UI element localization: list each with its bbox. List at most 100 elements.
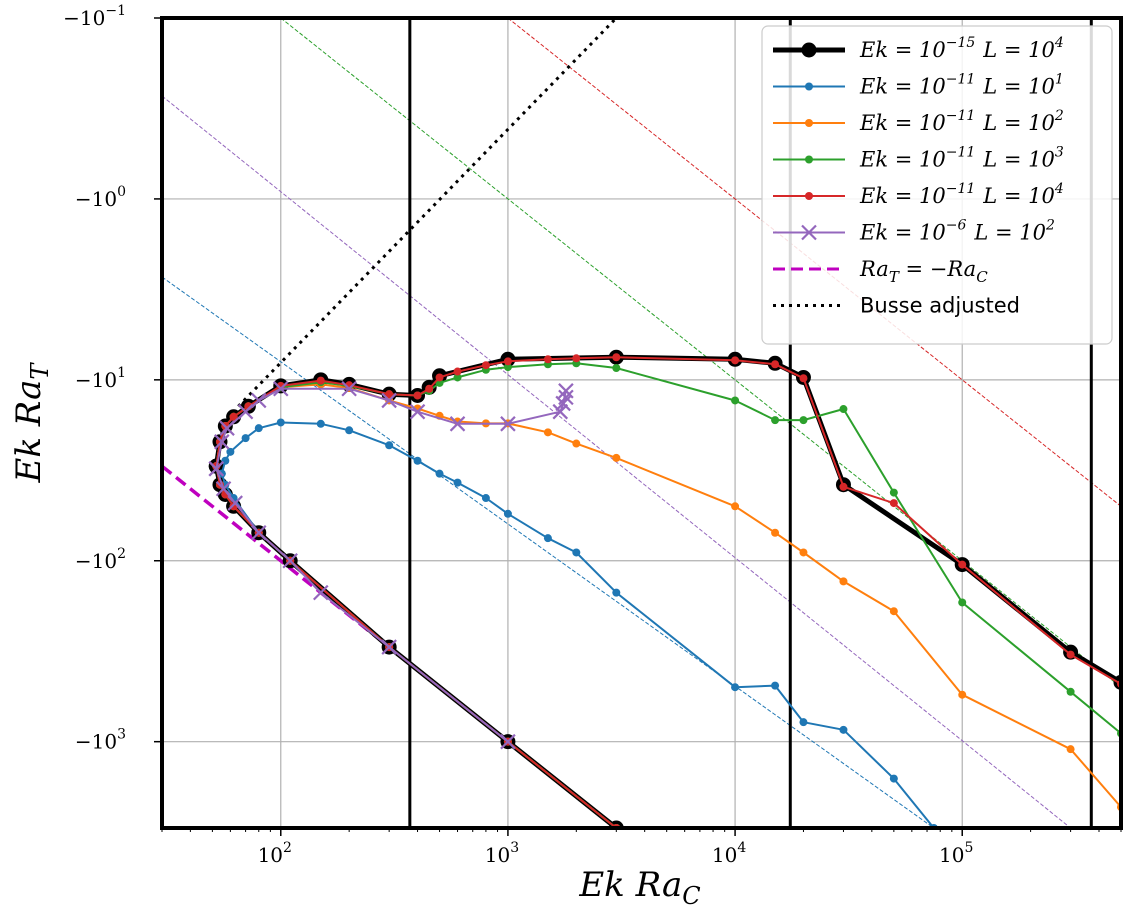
legend-exponent: −11 [946,145,976,161]
data-point [839,725,848,734]
data-point [449,416,466,432]
data-point [250,392,267,409]
data-point [316,419,325,428]
data-point [612,588,621,597]
data-point [413,391,422,400]
data-point [214,434,230,450]
data-point [805,119,813,127]
series-4 [212,353,1121,828]
y-tick-exponent: −1 [105,3,126,19]
data-point [771,681,780,690]
thin-dashed-line [162,95,1071,828]
data-point [572,354,581,363]
data-point [805,155,813,164]
data-point [889,607,898,616]
reference-line [237,18,618,408]
data-point [453,478,462,487]
legend-exponent: 2 [1054,108,1064,124]
data-point [552,403,569,420]
data-point [481,494,490,503]
data-point [801,224,817,241]
legend-exponent: −15 [946,35,976,51]
x-axis-label: Ek RaC [578,865,700,910]
data-point [1066,687,1075,696]
data-point [731,502,740,511]
data-point [481,361,490,370]
legend-label-rest: L = 10 [982,111,1055,135]
data-point [558,383,574,399]
legend-exponent: −6 [946,218,967,234]
x-axis-label-subscript: C [682,882,700,910]
data-point [889,488,898,497]
x-tick-label: 104 [712,840,746,867]
data-point [241,434,250,443]
x-tick-exponent: 2 [283,840,292,856]
data-point [250,524,267,541]
series-line [215,466,617,828]
thin-dashed-line [280,18,1121,688]
data-point [543,428,552,437]
data-point [731,683,740,692]
data-point [254,424,263,433]
data-point [612,353,621,362]
series-5 [208,380,574,750]
data-point [425,384,434,393]
data-point [227,495,243,511]
legend-exponent: −11 [946,181,976,197]
y-tick-label: −100 [75,184,126,211]
data-point [345,426,354,435]
data-point [229,412,238,421]
data-point [500,733,516,750]
data-point [219,420,235,436]
data-point [799,718,808,727]
data-point [771,416,780,425]
data-point [409,403,426,420]
data-point [453,367,462,376]
y-axis-label: Ek RaT [9,362,54,484]
data-point [731,356,740,365]
data-point [503,357,512,366]
x-tick-label: 105 [939,840,973,867]
data-point [1066,745,1075,754]
legend-box [761,25,1113,345]
data-point [572,439,581,448]
legend-label: Busse adjusted [860,294,1020,318]
y-axis-label-subscript: T [26,362,54,380]
y-tick-label: −103 [75,727,126,754]
data-point [771,528,780,537]
legend-exponent: 4 [1054,35,1064,51]
series-line [215,466,617,828]
data-point [413,456,422,465]
legend-entry: Ek = 10−11 L = 102 [773,108,1064,135]
legend-label: Ek = 10−11 L = 102 [859,108,1064,135]
legend-label-rest: L = 10 [982,38,1055,62]
x-tick-exponent: 4 [737,840,746,856]
series-line [215,468,509,743]
data-point [612,363,621,372]
data-point [503,509,512,518]
data-point [381,639,397,655]
data-point [208,460,225,477]
data-point [889,774,898,783]
y-tick-exponent: 0 [117,184,126,200]
data-point [543,534,552,543]
x-tick-exponent: 5 [964,840,973,856]
series-line [215,466,617,828]
legend-label: Ek = 10−11 L = 103 [859,145,1064,172]
data-point [799,374,808,383]
data-point [612,453,621,462]
series-line [213,465,618,828]
legend-exponent: 1 [1055,72,1064,88]
data-point [889,499,898,508]
legend-label-rest: L = 10 [973,221,1046,245]
series-1 [217,418,938,828]
data-point [237,403,254,420]
series-0 [208,349,1121,828]
data-point [801,42,817,58]
data-point [435,373,444,382]
legend-subscript: C [976,268,988,286]
legend-subscript: T [889,268,900,286]
data-point [839,482,848,491]
legend-exponent: 3 [1055,145,1064,161]
